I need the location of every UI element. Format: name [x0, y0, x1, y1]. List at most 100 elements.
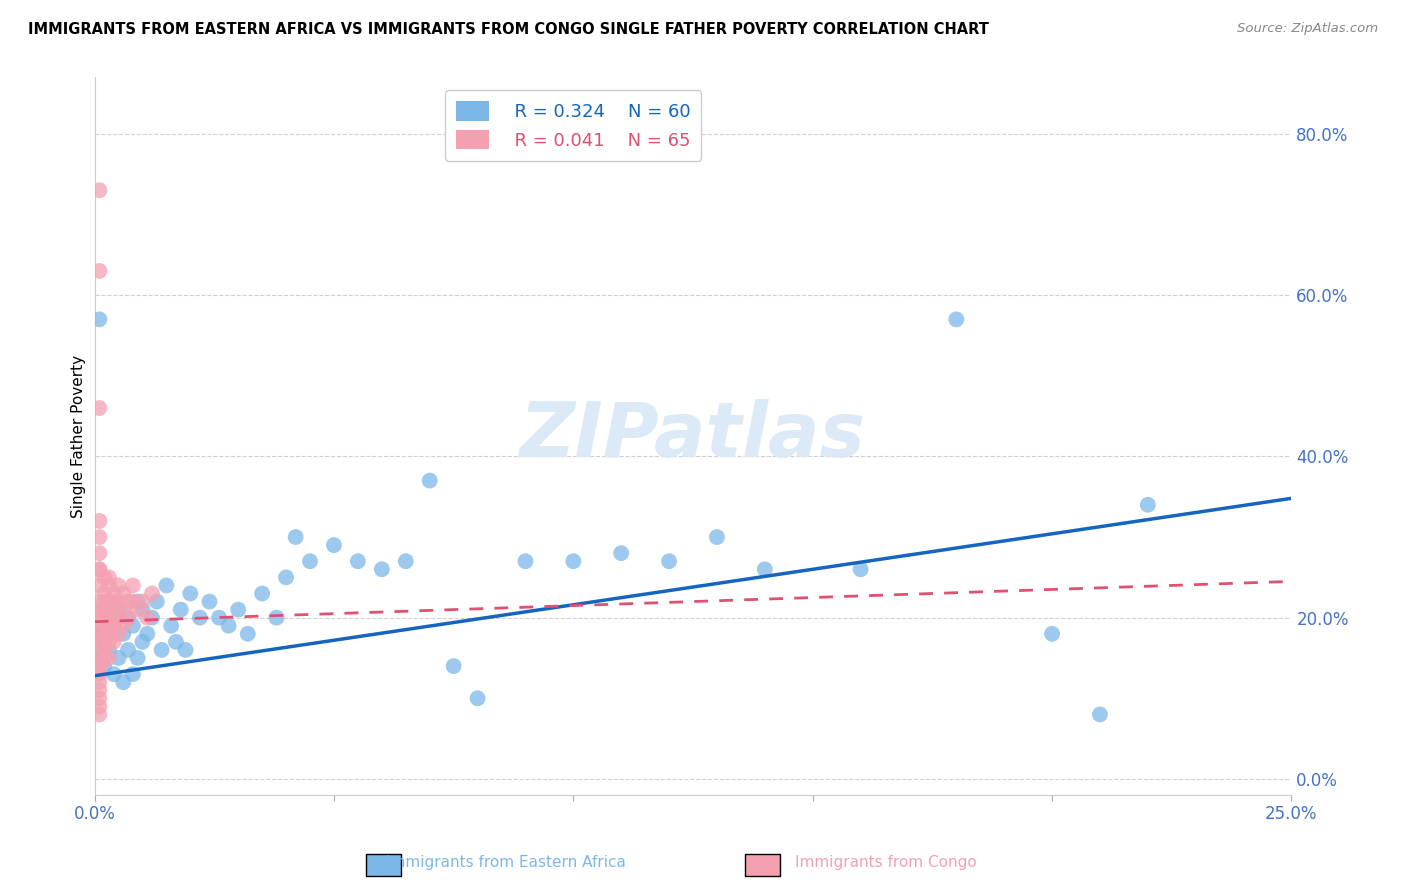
Point: [89, 312, 111, 326]
Point: [515, 554, 537, 568]
Point: [136, 610, 159, 624]
Point: [323, 538, 346, 552]
Point: [97, 578, 120, 592]
Point: [97, 610, 120, 624]
Point: [89, 610, 111, 624]
Point: [117, 610, 139, 624]
Point: [371, 562, 394, 576]
Point: [562, 554, 585, 568]
Point: [89, 683, 111, 698]
Point: [93, 643, 115, 657]
Point: [89, 635, 111, 649]
Point: [298, 554, 321, 568]
Point: [141, 586, 163, 600]
Point: [103, 618, 125, 632]
Point: [97, 610, 120, 624]
Point: [117, 594, 139, 608]
Point: [93, 602, 115, 616]
Point: [103, 618, 125, 632]
Point: [93, 594, 115, 608]
Point: [93, 610, 115, 624]
Point: [136, 627, 159, 641]
Point: [93, 618, 115, 632]
Text: Immigrants from Eastern Africa: Immigrants from Eastern Africa: [387, 855, 626, 870]
Point: [174, 643, 197, 657]
Point: [89, 578, 111, 592]
Point: [849, 562, 872, 576]
Point: [103, 586, 125, 600]
Point: [226, 602, 249, 616]
Point: [107, 602, 129, 616]
Point: [89, 562, 111, 576]
Point: [93, 570, 115, 584]
Point: [89, 651, 111, 665]
Point: [93, 586, 115, 600]
Point: [1040, 627, 1063, 641]
Point: [218, 618, 240, 632]
Point: [89, 627, 111, 641]
Point: [122, 618, 145, 632]
Point: [103, 610, 125, 624]
Point: [419, 474, 441, 488]
Point: [107, 627, 129, 641]
Point: [131, 602, 153, 616]
Point: [112, 627, 135, 641]
Point: [443, 659, 465, 673]
Point: [103, 602, 125, 616]
Point: [103, 594, 125, 608]
Point: [347, 554, 370, 568]
Point: [103, 635, 125, 649]
Point: [122, 667, 145, 681]
Point: [131, 635, 153, 649]
Point: [89, 651, 111, 665]
Point: [89, 659, 111, 673]
Point: [1136, 498, 1159, 512]
Point: [89, 691, 111, 706]
Point: [165, 635, 187, 649]
Point: [89, 401, 111, 415]
Point: [89, 675, 111, 690]
Point: [395, 554, 418, 568]
Point: [112, 618, 135, 632]
Point: [89, 562, 111, 576]
Point: [1088, 707, 1111, 722]
Point: [146, 594, 169, 608]
Point: [127, 651, 149, 665]
Point: [93, 635, 115, 649]
Point: [117, 610, 139, 624]
Point: [284, 530, 307, 544]
Point: [93, 659, 115, 673]
Point: [127, 602, 149, 616]
Point: [467, 691, 489, 706]
Point: [97, 627, 120, 641]
Point: [131, 594, 153, 608]
Point: [97, 602, 120, 616]
Point: [89, 264, 111, 278]
Point: [112, 675, 135, 690]
Text: ZIPatlas: ZIPatlas: [520, 400, 866, 474]
Point: [97, 643, 120, 657]
Point: [274, 570, 297, 584]
Point: [89, 667, 111, 681]
Point: [89, 707, 111, 722]
Point: [89, 514, 111, 528]
Text: Immigrants from Congo: Immigrants from Congo: [794, 855, 977, 870]
Point: [89, 183, 111, 197]
Point: [97, 594, 120, 608]
Point: [706, 530, 728, 544]
Point: [141, 610, 163, 624]
Point: [107, 578, 129, 592]
Point: [89, 602, 111, 616]
Point: [208, 610, 231, 624]
Point: [97, 570, 120, 584]
Point: [107, 610, 129, 624]
Point: [93, 651, 115, 665]
Point: [117, 643, 139, 657]
Point: [754, 562, 776, 576]
Text: Source: ZipAtlas.com: Source: ZipAtlas.com: [1237, 22, 1378, 36]
Point: [112, 602, 135, 616]
Point: [97, 635, 120, 649]
Point: [93, 635, 115, 649]
Point: [658, 554, 681, 568]
Point: [945, 312, 967, 326]
